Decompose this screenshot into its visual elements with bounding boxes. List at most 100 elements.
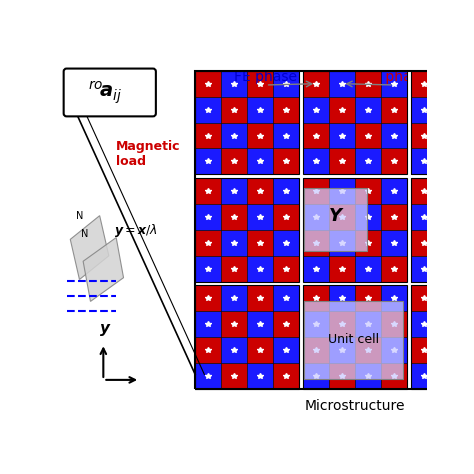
Bar [329, 123, 356, 148]
Bar [463, 148, 474, 174]
Bar [273, 123, 300, 148]
Bar [411, 363, 437, 389]
Bar [247, 311, 273, 337]
Bar [382, 311, 408, 337]
Bar [382, 123, 408, 148]
Bar [437, 123, 463, 148]
Bar [463, 204, 474, 230]
Bar [303, 337, 329, 363]
Bar [303, 204, 329, 230]
Bar [195, 285, 221, 311]
Bar [303, 71, 408, 174]
Bar [411, 285, 437, 311]
Bar [356, 337, 382, 363]
Bar [463, 285, 474, 311]
Bar [195, 230, 221, 256]
Bar [273, 204, 300, 230]
Bar [411, 71, 474, 174]
Bar [329, 363, 356, 389]
Text: Unit cell: Unit cell [328, 333, 379, 346]
Bar [273, 256, 300, 282]
Bar [437, 71, 463, 97]
Bar [437, 285, 463, 311]
Bar [411, 97, 437, 123]
Text: Microstructure: Microstructure [305, 399, 406, 413]
Bar [273, 148, 300, 174]
Bar [411, 337, 437, 363]
Bar [221, 178, 247, 204]
Bar [382, 363, 408, 389]
Bar [411, 148, 437, 174]
Bar [382, 178, 408, 204]
Bar [247, 148, 273, 174]
Bar [303, 230, 329, 256]
Bar [195, 123, 221, 148]
Bar [356, 123, 382, 148]
Bar [437, 148, 463, 174]
Bar [247, 285, 273, 311]
Bar [329, 337, 356, 363]
Bar [329, 311, 356, 337]
Bar [463, 71, 474, 97]
Bar [195, 71, 474, 389]
Bar [463, 311, 474, 337]
Bar [463, 337, 474, 363]
Bar [463, 230, 474, 256]
Bar [273, 97, 300, 123]
Bar [195, 97, 221, 123]
Bar [247, 230, 273, 256]
Bar [437, 230, 463, 256]
Bar [221, 363, 247, 389]
Bar [247, 363, 273, 389]
Text: N: N [81, 229, 89, 239]
Bar [411, 71, 437, 97]
Bar [273, 230, 300, 256]
Text: $^{ro}\!\boldsymbol{a}_{ij}$: $^{ro}\!\boldsymbol{a}_{ij}$ [88, 79, 123, 106]
Bar [356, 230, 382, 256]
Bar [221, 337, 247, 363]
Bar [195, 148, 221, 174]
Bar [437, 204, 463, 230]
Bar [411, 311, 437, 337]
Bar [463, 363, 474, 389]
Bar [221, 71, 247, 97]
Bar [411, 285, 474, 389]
Bar [382, 71, 408, 97]
Bar [221, 256, 247, 282]
Bar [356, 148, 382, 174]
Bar [411, 256, 437, 282]
Bar [303, 178, 408, 282]
Bar [303, 123, 329, 148]
Bar [463, 123, 474, 148]
Bar [303, 256, 329, 282]
Text: Y: Y [329, 208, 342, 226]
Bar [195, 204, 221, 230]
Bar [411, 178, 437, 204]
Bar [356, 204, 382, 230]
Bar [221, 123, 247, 148]
Bar [195, 282, 474, 285]
Bar [356, 311, 382, 337]
Bar [463, 256, 474, 282]
Bar [437, 311, 463, 337]
Text: FE phase: FE phase [234, 70, 297, 84]
Bar [382, 285, 408, 311]
Bar [303, 311, 329, 337]
Bar [221, 148, 247, 174]
Bar [382, 204, 408, 230]
Bar [195, 256, 221, 282]
Bar [273, 71, 300, 97]
Bar [437, 178, 463, 204]
Text: Magnetic
load: Magnetic load [116, 140, 181, 168]
Bar [247, 337, 273, 363]
Text: N: N [76, 210, 83, 220]
Bar [329, 71, 356, 97]
Bar [247, 71, 273, 97]
Bar [247, 204, 273, 230]
Text: $\boldsymbol{y}$: $\boldsymbol{y}$ [99, 322, 111, 338]
Bar [303, 363, 329, 389]
Bar [195, 174, 474, 178]
Bar [195, 178, 221, 204]
Bar [329, 285, 356, 311]
Bar [195, 71, 221, 97]
